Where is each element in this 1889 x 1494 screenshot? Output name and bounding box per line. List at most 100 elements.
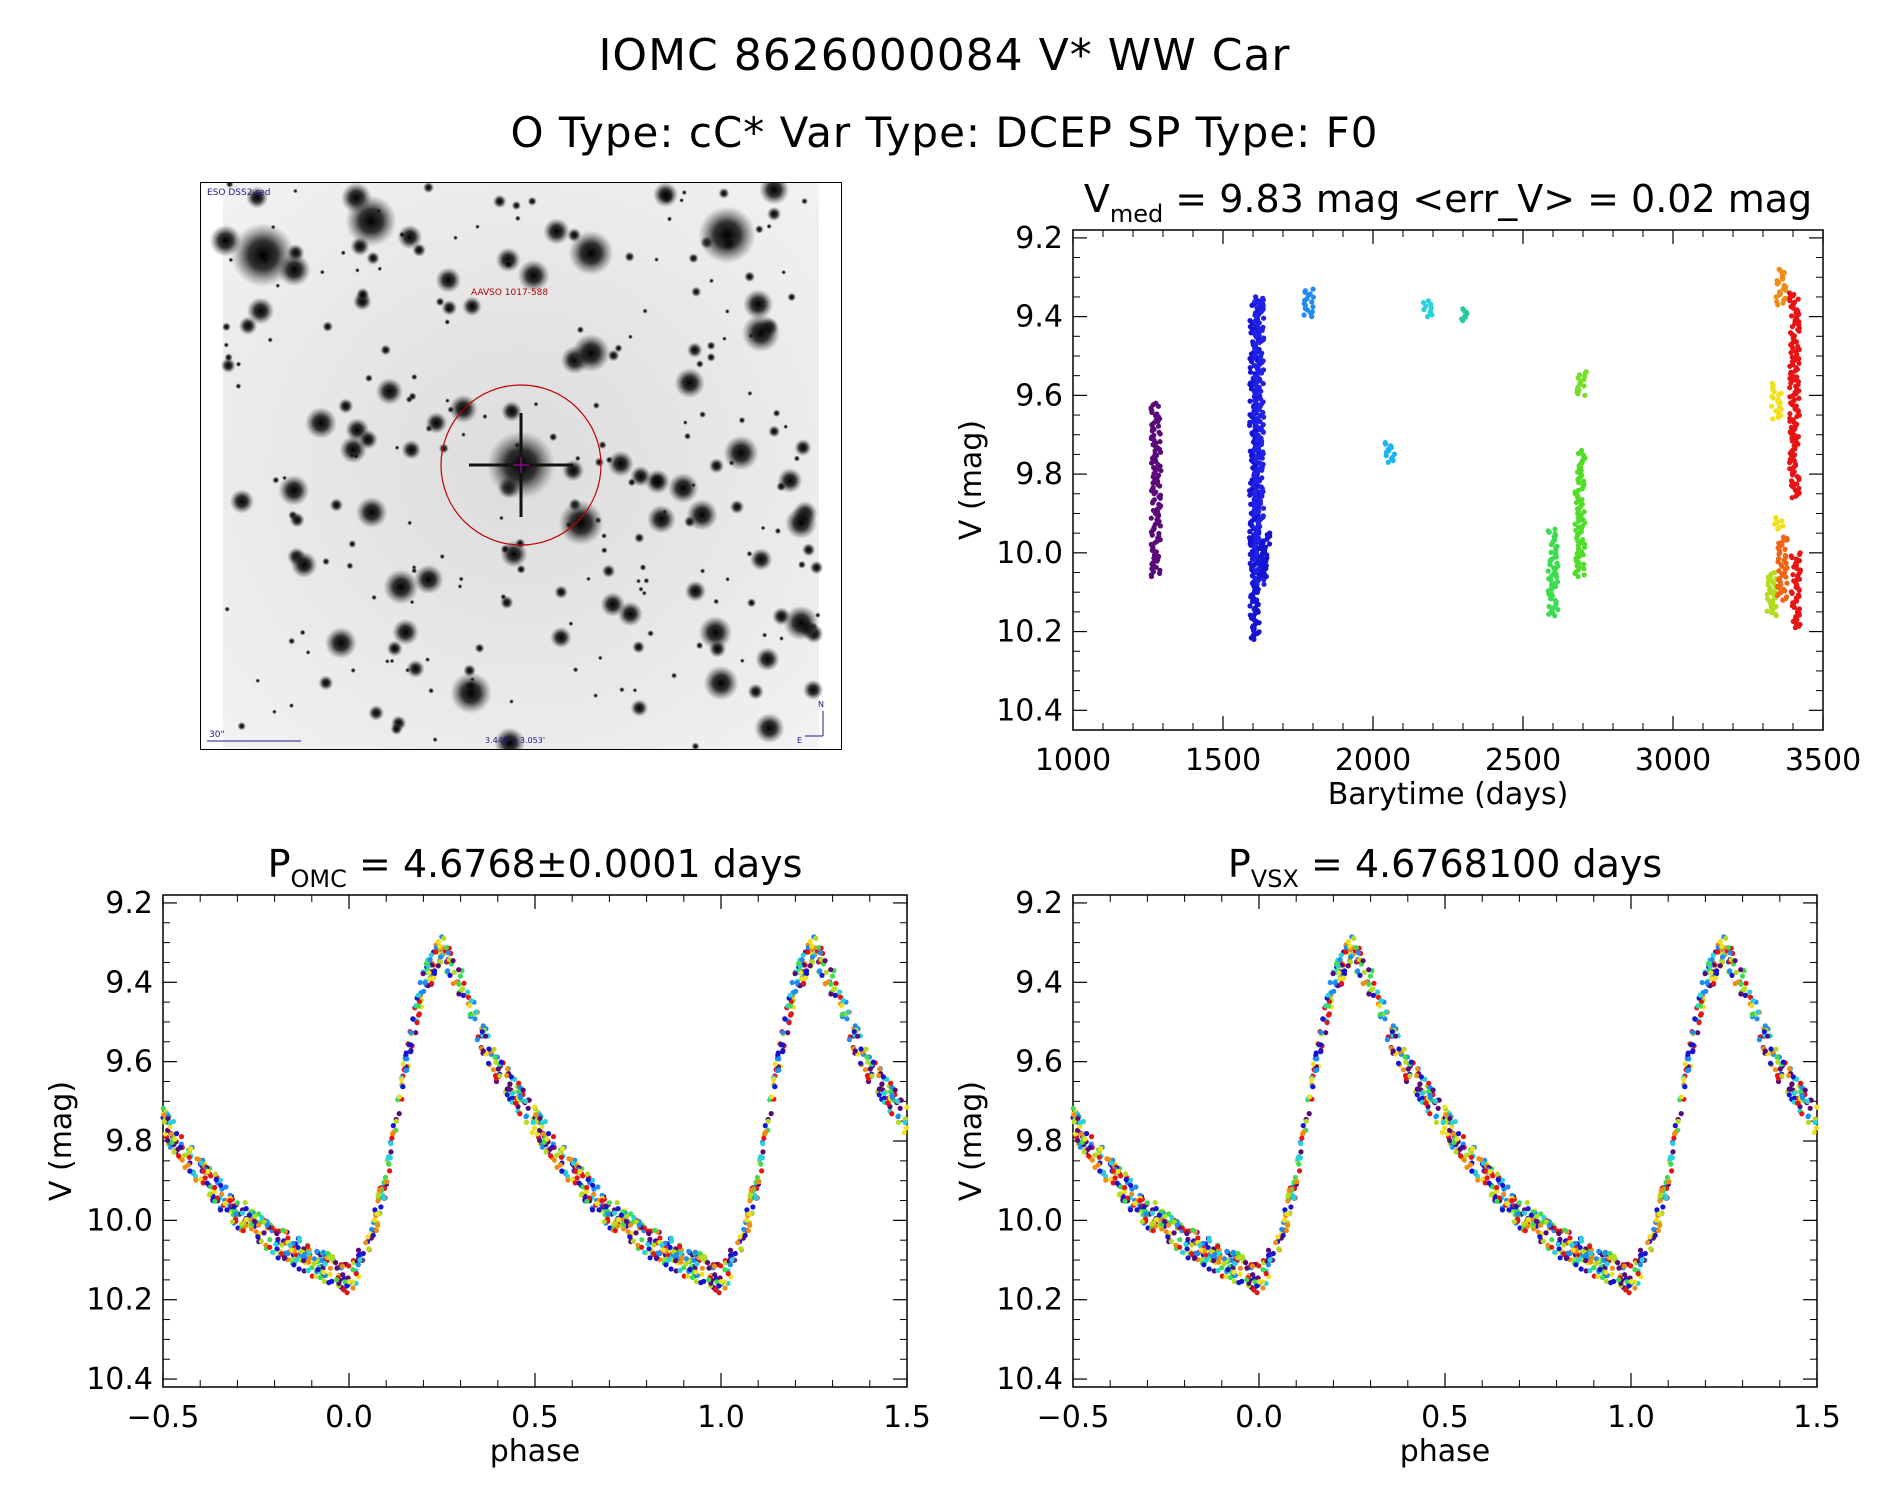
field-star xyxy=(389,658,395,664)
data-point xyxy=(258,1238,264,1244)
field-star xyxy=(654,257,659,262)
field-star xyxy=(371,594,377,601)
field-star xyxy=(761,632,768,638)
data-point xyxy=(1148,573,1155,580)
data-point xyxy=(296,1235,302,1241)
data-point xyxy=(326,1255,332,1261)
data-point xyxy=(282,1255,288,1261)
field-star xyxy=(558,500,604,546)
data-point xyxy=(646,1230,652,1237)
data-point xyxy=(174,1131,180,1137)
data-point xyxy=(1158,449,1164,455)
data-point xyxy=(333,1260,339,1266)
data-point xyxy=(437,943,443,950)
field-star xyxy=(684,580,707,602)
data-point xyxy=(1097,1168,1103,1174)
data-point xyxy=(1275,1234,1281,1240)
y-axis-label: V (mag) xyxy=(44,1081,79,1201)
data-point xyxy=(605,1211,611,1217)
data-point xyxy=(408,1042,414,1048)
data-point xyxy=(877,1086,883,1092)
data-point xyxy=(1128,1182,1134,1188)
data-point xyxy=(830,987,837,993)
data-point xyxy=(224,1207,230,1213)
data-point xyxy=(1300,1123,1306,1129)
data-point xyxy=(762,1123,768,1129)
data-point xyxy=(1211,1251,1217,1257)
data-point xyxy=(1516,1200,1522,1206)
data-point xyxy=(208,1173,214,1179)
data-point xyxy=(1084,1131,1090,1137)
data-point xyxy=(590,1182,596,1188)
field-star xyxy=(412,243,426,257)
field-star xyxy=(803,679,824,701)
data-point xyxy=(1475,1177,1481,1183)
data-point xyxy=(1482,1180,1488,1186)
data-point xyxy=(217,1177,224,1183)
field-star xyxy=(450,672,492,714)
field-star xyxy=(747,683,764,700)
data-point xyxy=(178,1134,185,1140)
data-point xyxy=(298,1248,304,1254)
field-star xyxy=(628,334,633,340)
data-point xyxy=(1705,961,1711,967)
data-point xyxy=(851,1029,857,1035)
field-star xyxy=(802,543,816,557)
data-point xyxy=(1251,545,1258,551)
data-point xyxy=(433,949,439,955)
data-point xyxy=(165,1127,171,1133)
data-point xyxy=(1345,938,1351,945)
data-point xyxy=(807,963,813,969)
field-star xyxy=(349,452,355,459)
data-point xyxy=(267,1244,273,1250)
data-point xyxy=(612,1228,618,1234)
data-point xyxy=(1310,304,1316,310)
data-point xyxy=(1555,1241,1561,1247)
data-point xyxy=(1541,1214,1547,1221)
data-point xyxy=(1132,1200,1138,1207)
data-point xyxy=(585,1177,591,1183)
data-point xyxy=(1581,383,1587,389)
data-point xyxy=(1112,1175,1118,1181)
data-point xyxy=(1581,561,1587,567)
data-point xyxy=(1150,1228,1156,1234)
data-point xyxy=(193,1173,199,1179)
data-point xyxy=(633,1230,639,1236)
data-point xyxy=(375,1198,381,1204)
data-point xyxy=(1377,1012,1383,1018)
data-point xyxy=(1552,613,1558,619)
data-point xyxy=(630,1238,636,1244)
data-point xyxy=(1230,1249,1236,1255)
data-point xyxy=(1357,972,1363,979)
data-point xyxy=(387,1155,393,1161)
field-star xyxy=(605,456,613,464)
data-point xyxy=(1657,1198,1663,1204)
data-point xyxy=(1177,1237,1183,1243)
data-point xyxy=(451,969,457,976)
data-point xyxy=(1515,1211,1521,1217)
data-point xyxy=(1719,943,1725,950)
data-point xyxy=(344,1290,350,1296)
data-point xyxy=(264,1222,270,1228)
data-point xyxy=(659,1242,665,1248)
data-point xyxy=(1749,1012,1755,1018)
data-point xyxy=(381,1195,387,1201)
data-point xyxy=(1247,365,1253,371)
data-point xyxy=(1583,1258,1589,1264)
data-point xyxy=(1217,1255,1223,1261)
y-tick-label: 10.2 xyxy=(86,1283,153,1318)
data-point xyxy=(603,1204,609,1210)
data-point xyxy=(668,1235,674,1241)
data-point xyxy=(1616,1277,1622,1283)
data-point xyxy=(400,1061,406,1067)
field-star xyxy=(671,672,678,679)
field-star xyxy=(639,564,647,571)
data-point xyxy=(1794,414,1800,420)
data-point xyxy=(208,1184,214,1190)
data-point xyxy=(1137,1198,1143,1204)
data-point xyxy=(1547,562,1553,568)
data-point xyxy=(1787,1066,1793,1072)
data-point xyxy=(255,1234,261,1240)
data-point xyxy=(1738,967,1744,973)
data-point xyxy=(1127,1177,1134,1183)
